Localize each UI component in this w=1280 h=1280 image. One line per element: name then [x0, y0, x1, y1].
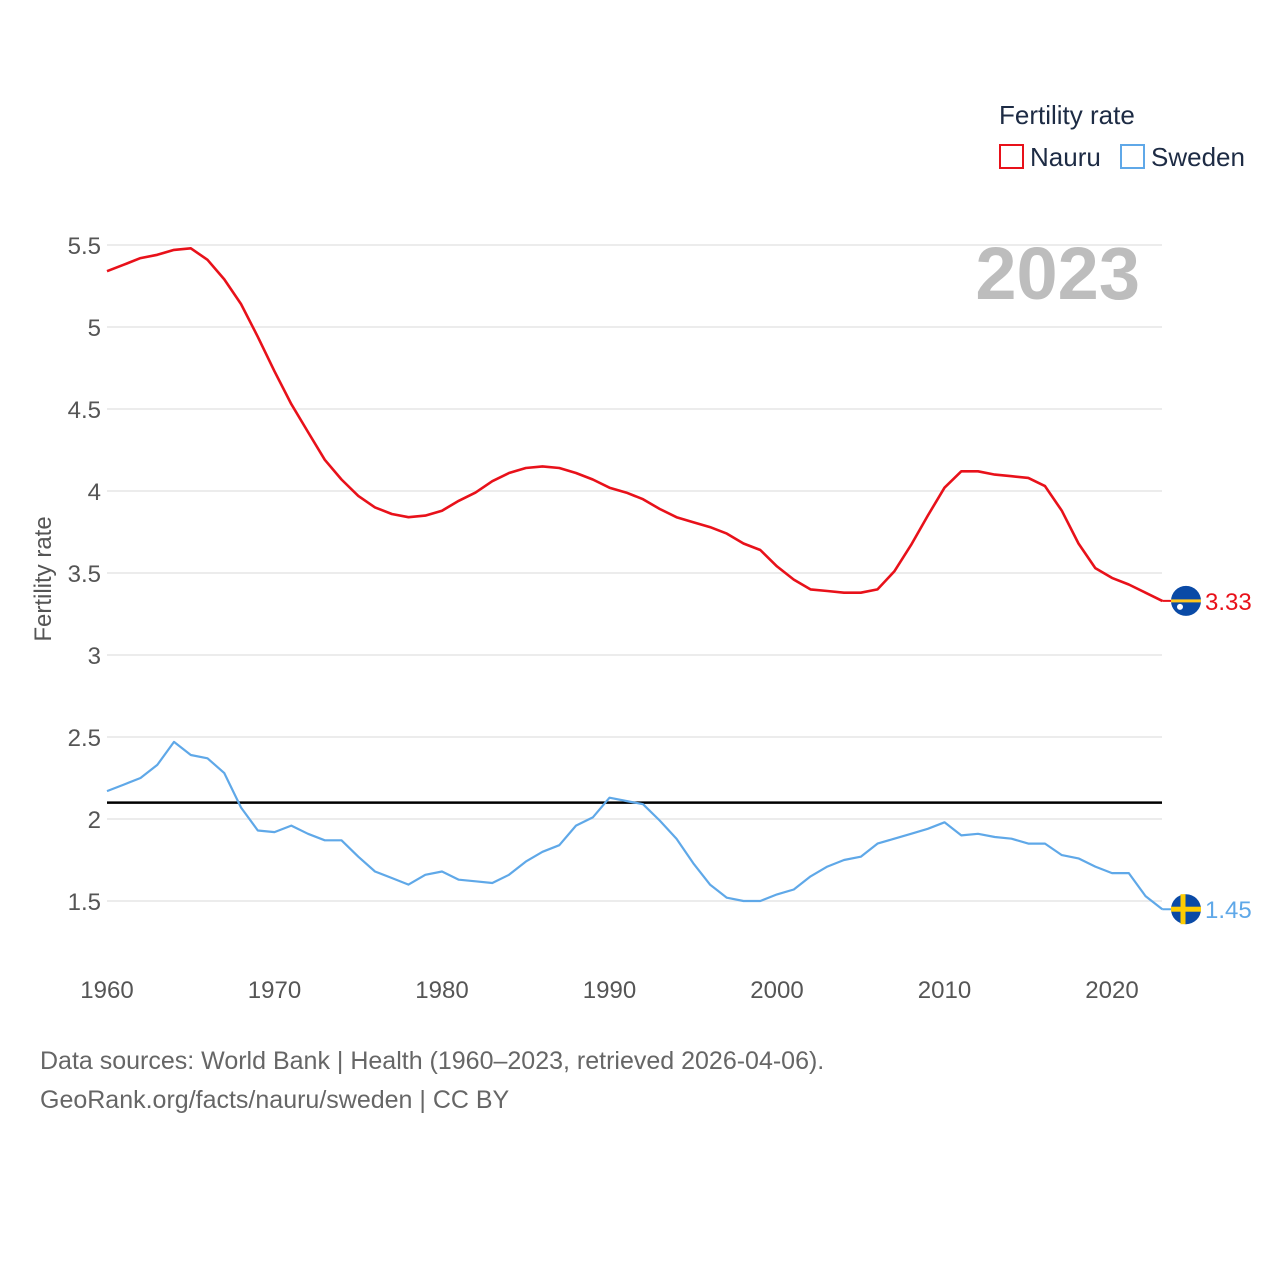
x-tick-label: 2010 [918, 977, 971, 1004]
url-line: GeoRank.org/facts/nauru/sweden | CC BY [40, 1086, 510, 1114]
y-tick-label: 1.5 [68, 889, 101, 916]
source-note: Data sources: World Bank | Health (1960–… [40, 1042, 824, 1120]
x-tick-label: 1980 [415, 977, 468, 1004]
end-value-label-nauru: 3.33 [1205, 589, 1252, 616]
y-axis-title: Fertility rate [30, 516, 57, 641]
y-tick-label: 3.5 [68, 561, 101, 588]
x-tick-label: 1960 [80, 977, 133, 1004]
gridlines [107, 244, 1162, 902]
y-tick-label: 5 [88, 315, 101, 342]
legend-title: Fertility rate [999, 100, 1135, 130]
series-line-nauru [106, 247, 1163, 603]
series-line-sweden [106, 740, 1163, 911]
y-tick-label: 4 [88, 479, 101, 506]
x-tick-label: 2000 [750, 977, 803, 1004]
sweden-flag-icon [1171, 894, 1201, 925]
y-tick-label: 3 [88, 643, 101, 670]
legend-swatch-sweden [1120, 144, 1145, 169]
x-tick-label: 1990 [583, 977, 636, 1004]
y-tick-label: 2 [88, 807, 101, 834]
y-tick-label: 5.5 [68, 233, 101, 260]
nauru-flag-icon [1171, 585, 1201, 616]
legend-label-sweden: Sweden [1151, 142, 1245, 172]
line-chart: 1.5 2 2.5 3 3.5 4 4.5 5 5.5 1960 1970 1980 1990 2000… [30, 100, 1252, 1004]
legend: Fertility rate Nauru Sweden [999, 100, 1245, 172]
legend-swatch-nauru [999, 144, 1024, 169]
series-lines [106, 247, 1163, 911]
y-tick-label: 2.5 [68, 725, 101, 752]
x-axis-ticks: 1960 1970 1980 1990 2000 2010 2020 [80, 977, 1138, 1004]
end-markers: 3.33 1.45 [1162, 585, 1252, 925]
year-label: 2023 [975, 232, 1140, 315]
end-value-label-sweden: 1.45 [1205, 897, 1252, 924]
x-tick-label: 1970 [248, 977, 301, 1004]
legend-label-nauru: Nauru [1030, 142, 1101, 172]
y-tick-label: 4.5 [68, 397, 101, 424]
x-tick-label: 2020 [1085, 977, 1138, 1004]
source-line: Data sources: World Bank | Health (1960–… [40, 1047, 825, 1075]
y-axis-ticks: 1.5 2 2.5 3 3.5 4 4.5 5 5.5 [68, 233, 101, 916]
